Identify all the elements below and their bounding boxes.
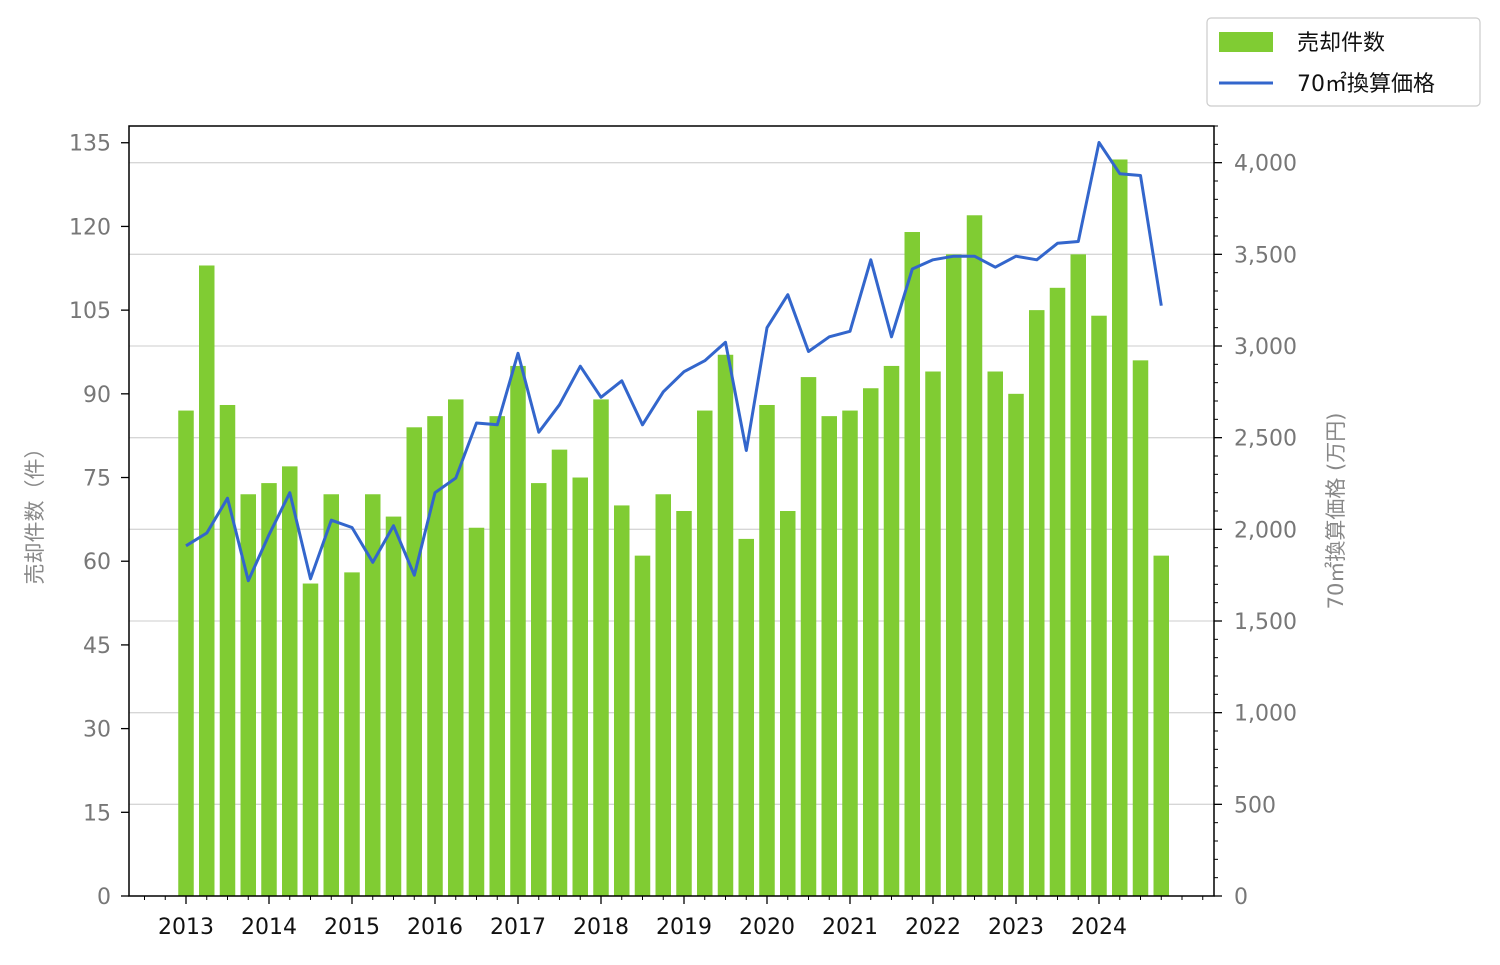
bar bbox=[240, 494, 256, 896]
legend-line-label: 70㎡換算価格 bbox=[1297, 71, 1435, 97]
x-tick-label: 2014 bbox=[241, 915, 297, 940]
right-tick-label: 2,000 bbox=[1234, 518, 1297, 543]
bar bbox=[302, 583, 319, 896]
bar bbox=[427, 416, 443, 896]
bar bbox=[365, 494, 381, 896]
bar bbox=[406, 427, 422, 896]
bar bbox=[676, 511, 692, 896]
bar bbox=[1008, 393, 1024, 896]
bar bbox=[780, 511, 796, 896]
x-tick-label: 2013 bbox=[158, 915, 214, 940]
right-tick-label: 1,000 bbox=[1234, 702, 1297, 727]
legend-bar-label: 売却件数 bbox=[1297, 31, 1385, 56]
right-tick-label: 1,500 bbox=[1234, 610, 1297, 635]
bar bbox=[883, 365, 900, 896]
left-tick-label: 15 bbox=[83, 801, 111, 826]
left-tick-label: 90 bbox=[83, 383, 111, 408]
right-tick-label: 4,000 bbox=[1234, 152, 1297, 177]
bar bbox=[614, 505, 630, 896]
bar bbox=[738, 538, 754, 896]
left-tick-label: 135 bbox=[69, 132, 111, 157]
x-axis-ticks: 2013 2014 2015 2016 2017 2018 2019 2020 2021 2022… bbox=[144, 896, 1204, 940]
bar bbox=[219, 404, 236, 896]
legend: 売却件数 70㎡換算価格 bbox=[1206, 17, 1481, 107]
legend-bar-swatch bbox=[1219, 32, 1273, 52]
bar bbox=[759, 404, 775, 896]
x-tick-label: 2022 bbox=[905, 915, 961, 940]
bar bbox=[1029, 310, 1045, 896]
bar bbox=[551, 449, 568, 896]
left-tick-label: 60 bbox=[83, 550, 111, 575]
bar bbox=[1132, 360, 1149, 896]
right-tick-label: 500 bbox=[1234, 793, 1276, 818]
bar bbox=[987, 371, 1003, 897]
x-tick-label: 2020 bbox=[739, 915, 795, 940]
x-tick-label: 2019 bbox=[656, 915, 712, 940]
left-tick-label: 30 bbox=[83, 718, 111, 743]
bar bbox=[1112, 159, 1128, 896]
bar bbox=[385, 516, 402, 896]
bar bbox=[1049, 287, 1066, 896]
bar bbox=[282, 466, 298, 896]
bar bbox=[655, 494, 671, 896]
bar bbox=[842, 410, 858, 896]
x-tick-label: 2021 bbox=[822, 915, 878, 940]
bar bbox=[863, 388, 879, 896]
right-tick-label: 3,000 bbox=[1234, 335, 1297, 360]
bar bbox=[925, 371, 941, 897]
bar bbox=[489, 416, 505, 896]
right-axis-label: 70㎡換算価格 (万円) bbox=[1324, 413, 1348, 610]
bar bbox=[1153, 555, 1169, 896]
left-tick-label: 105 bbox=[69, 299, 111, 324]
bar bbox=[448, 399, 464, 896]
bar bbox=[904, 232, 920, 896]
bar bbox=[572, 477, 588, 896]
left-tick-label: 75 bbox=[83, 467, 111, 492]
x-tick-label: 2017 bbox=[490, 915, 546, 940]
left-axis-ticks: 0 15 30 45 60 75 90 105 120 135 bbox=[69, 132, 129, 910]
bar bbox=[966, 215, 983, 896]
right-tick-label: 2,500 bbox=[1234, 427, 1297, 452]
bar bbox=[344, 572, 360, 896]
x-tick-label: 2018 bbox=[573, 915, 629, 940]
line-series bbox=[185, 141, 1163, 583]
bar bbox=[697, 410, 713, 896]
right-tick-label: 0 bbox=[1234, 885, 1248, 910]
bar bbox=[199, 265, 215, 896]
legend-box bbox=[1206, 17, 1481, 107]
bar bbox=[323, 494, 339, 896]
left-tick-label: 120 bbox=[69, 215, 111, 240]
x-tick-label: 2023 bbox=[988, 915, 1044, 940]
bar bbox=[800, 377, 817, 897]
x-tick-label: 2024 bbox=[1071, 915, 1127, 940]
bar bbox=[717, 354, 734, 896]
bar bbox=[1070, 254, 1086, 897]
bar bbox=[510, 365, 526, 896]
right-axis-ticks: 0 500 1,000 1,500 2,000 2,500 3,000 3,500 4,000 bbox=[1214, 125, 1297, 910]
bar bbox=[821, 416, 837, 896]
bar bbox=[946, 254, 962, 897]
bar bbox=[531, 483, 547, 896]
left-tick-label: 45 bbox=[83, 634, 111, 659]
x-tick-label: 2016 bbox=[407, 915, 463, 940]
right-tick-label: 3,500 bbox=[1234, 243, 1297, 268]
price-line bbox=[185, 141, 1163, 583]
bar bbox=[1091, 315, 1107, 896]
x-tick-label: 2015 bbox=[324, 915, 380, 940]
bar bbox=[634, 555, 651, 896]
bar bbox=[468, 527, 485, 896]
bar bbox=[593, 399, 609, 896]
bar-series bbox=[178, 159, 1169, 897]
left-axis-label: 売却件数（件） bbox=[23, 438, 47, 585]
bar bbox=[261, 483, 277, 896]
left-tick-label: 0 bbox=[97, 885, 111, 910]
bar bbox=[178, 410, 194, 896]
